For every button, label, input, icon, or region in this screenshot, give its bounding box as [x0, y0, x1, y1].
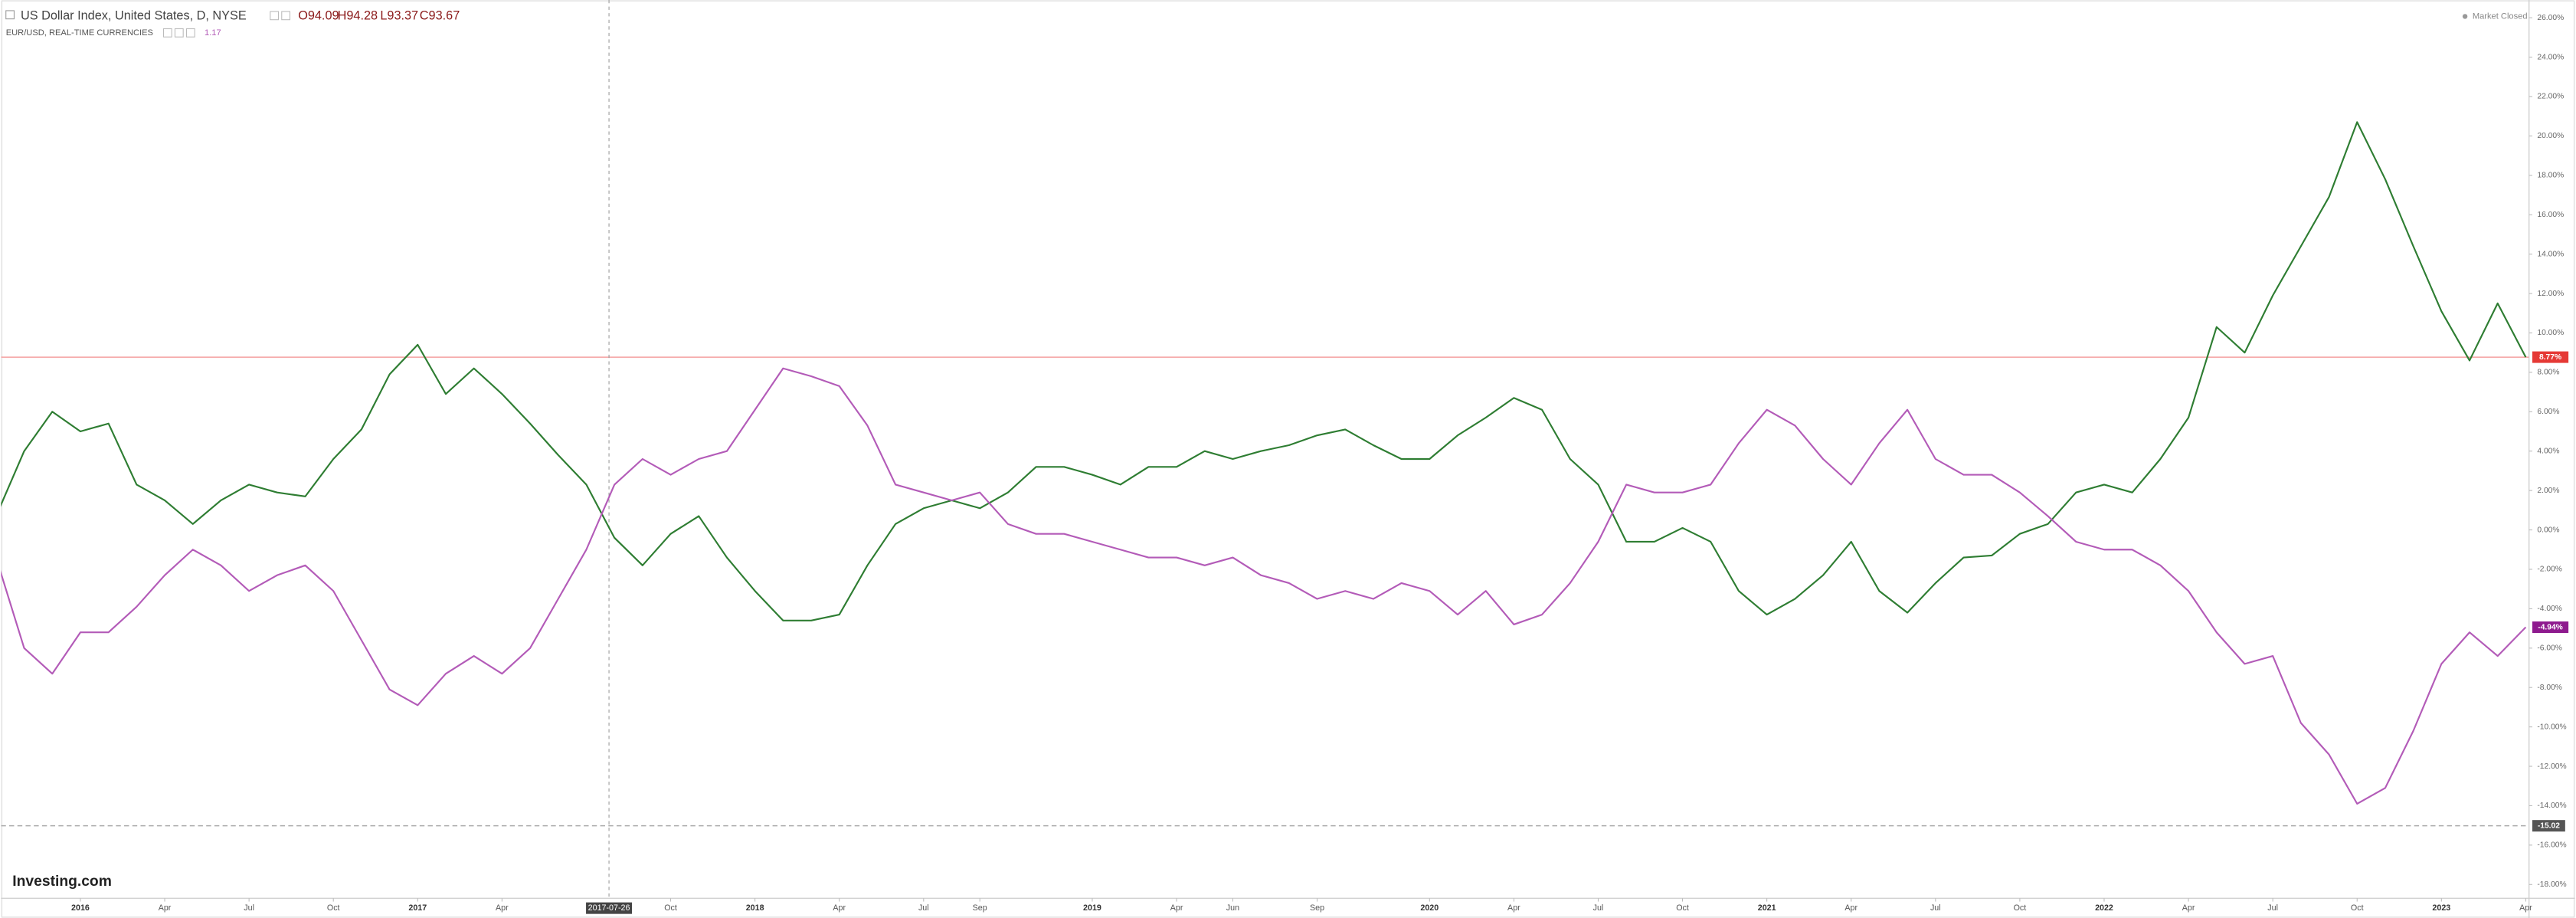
x-tick-label: Apr — [1844, 903, 1858, 913]
y-tick-label: 4.00% — [2537, 447, 2559, 455]
compare-value: 1.17 — [205, 28, 221, 38]
x-tick-label: Apr — [1507, 903, 1520, 913]
x-tick-label: Apr — [2182, 903, 2195, 913]
y-tick-label: 6.00% — [2537, 408, 2559, 416]
y-tick-label: 26.00% — [2537, 14, 2564, 22]
settings-icon[interactable] — [270, 11, 280, 21]
x-tick-label: Oct — [1676, 903, 1689, 913]
y-tick-label: -6.00% — [2537, 644, 2562, 653]
y-tick-label: -12.00% — [2537, 762, 2566, 771]
x-tick-label: Apr — [159, 903, 172, 913]
y-tick-label: -2.00% — [2537, 566, 2562, 574]
open: O94.09 — [298, 9, 339, 23]
close: C93.67 — [420, 9, 460, 23]
x-tick-label: Jun — [1226, 903, 1239, 913]
y-tick-label: 22.00% — [2537, 93, 2564, 101]
y-tick-label: 14.00% — [2537, 250, 2564, 258]
x-tick-label: Sep — [973, 903, 987, 913]
y-tick-label: 16.00% — [2537, 211, 2564, 219]
x-tick-label: 2023 — [2432, 903, 2450, 913]
last-value-label: 8.77% — [2539, 353, 2561, 362]
x-tick-label: 2022 — [2095, 903, 2113, 913]
y-tick-label: -18.00% — [2537, 880, 2566, 889]
reference-label-bg — [2532, 820, 2565, 832]
icon[interactable] — [162, 28, 172, 38]
crosshair-label-bg — [586, 902, 633, 914]
x-tick-label: 2019 — [1083, 903, 1101, 913]
plot-area — [1, 0, 2529, 899]
y-tick-label: 18.00% — [2537, 172, 2564, 180]
brand-logo: Investing.com — [12, 874, 112, 890]
chart-title: US Dollar Index, United States, D, NYSE — [21, 9, 247, 23]
x-tick-label: Apr — [1170, 903, 1183, 913]
x-tick-label: Jul — [2267, 903, 2278, 913]
last-value-bg — [2532, 621, 2569, 634]
x-tick-label: Jul — [1593, 903, 1604, 913]
y-tick-label: 8.00% — [2537, 369, 2559, 377]
reference-label: -15.02 — [2538, 821, 2560, 830]
y-tick-label: 24.00% — [2537, 53, 2564, 61]
y-tick-label: 2.00% — [2537, 487, 2559, 495]
x-tick-label: Oct — [2351, 903, 2364, 913]
x-tick-label: Oct — [2014, 903, 2027, 913]
x-tick-label: Apr — [496, 903, 509, 913]
x-tick-label: 2017 — [408, 903, 427, 913]
x-tick-label: Jul — [1930, 903, 1941, 913]
icon[interactable] — [185, 28, 195, 38]
y-tick-label: -16.00% — [2537, 841, 2566, 850]
close-icon[interactable] — [281, 11, 291, 21]
y-tick-label: -14.00% — [2537, 802, 2566, 810]
x-tick-label: Oct — [664, 903, 677, 913]
y-tick-label: 20.00% — [2537, 132, 2564, 140]
y-tick-label: -4.00% — [2537, 605, 2562, 613]
compare-name: EUR/USD, REAL-TIME CURRENCIES — [6, 28, 153, 38]
series-line — [1, 121, 2527, 621]
y-tick-label: 10.00% — [2537, 329, 2564, 337]
x-tick-label: Apr — [833, 903, 846, 913]
x-tick-label: 2021 — [1758, 903, 1776, 913]
x-tick-label: 2020 — [1420, 903, 1439, 913]
last-value-label: -4.94% — [2538, 623, 2563, 631]
icon[interactable] — [174, 28, 184, 38]
collapse-icon[interactable] — [5, 10, 15, 20]
low: L93.37 — [380, 9, 418, 23]
y-tick-label: 0.00% — [2537, 526, 2559, 534]
x-tick-label: Oct — [327, 903, 340, 913]
crosshair-label: 2017-07-26 — [588, 903, 630, 913]
y-tick-label: -10.00% — [2537, 723, 2566, 731]
series-line — [1, 367, 2527, 805]
status-dot — [2462, 14, 2468, 19]
x-tick-label: 2018 — [746, 903, 764, 913]
x-tick-label: Jul — [918, 903, 929, 913]
x-tick-label: Sep — [1310, 903, 1324, 913]
x-tick-label: Apr — [2519, 903, 2532, 913]
last-value-bg — [2532, 351, 2569, 363]
x-tick-label: 2016 — [71, 903, 90, 913]
market-status: Market Closed — [2473, 11, 2528, 21]
high: H94.28 — [338, 9, 378, 23]
y-tick-label: 12.00% — [2537, 290, 2564, 298]
x-tick-label: Jul — [244, 903, 254, 913]
y-tick-label: -8.00% — [2537, 684, 2562, 692]
